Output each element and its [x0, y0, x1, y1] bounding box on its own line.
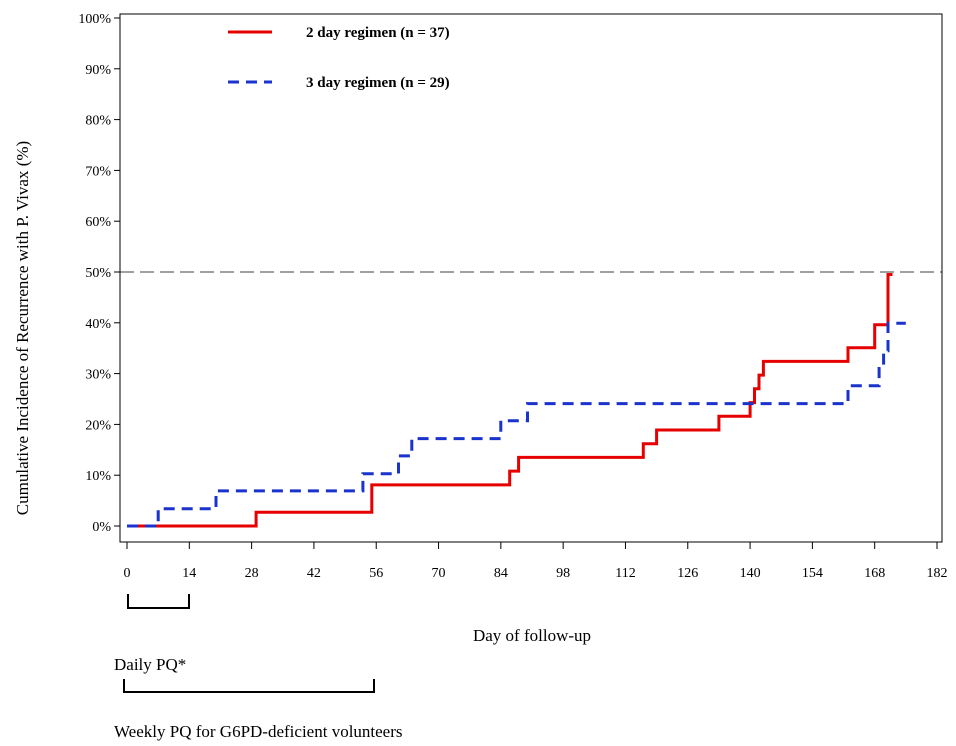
legend-label-3-day: 3 day regimen (n = 29) [306, 75, 450, 91]
y-tick-label: 40% [85, 317, 111, 332]
x-tick-label: 126 [677, 566, 698, 581]
x-tick-label: 168 [864, 566, 885, 581]
x-tick-label: 112 [615, 566, 635, 581]
x-tick-label: 70 [432, 566, 446, 581]
y-tick-label: 30% [85, 368, 111, 383]
daily-pq-label: Daily PQ* [114, 655, 186, 674]
y-tick-label: 10% [85, 469, 111, 484]
y-tick-label: 0% [92, 520, 111, 535]
plot-frame [119, 13, 943, 543]
weekly-pq-bracket [123, 679, 375, 693]
y-tick-label: 100% [78, 12, 111, 27]
x-tick-label: 98 [556, 566, 570, 581]
y-axis-title: Cumulative Incidence of Recurrence with … [13, 141, 32, 515]
x-tick-label: 28 [245, 566, 259, 581]
y-tick-label: 80% [85, 114, 111, 129]
x-tick-label: 140 [740, 566, 761, 581]
series-line-2-day [127, 273, 893, 528]
x-tick-label: 42 [307, 566, 321, 581]
series-line-3-day [127, 321, 906, 528]
daily-pq-bracket-line [127, 594, 190, 609]
y-tick-label: 70% [85, 164, 111, 179]
legend: 2 day regimen (n = 37) 3 day regimen (n … [228, 25, 450, 91]
x-tick-label: 14 [182, 566, 196, 581]
y-tick-label: 60% [85, 215, 111, 230]
x-tick-label: 84 [494, 566, 508, 581]
y-tick-label: 50% [85, 266, 111, 281]
y-tick-label: 90% [85, 63, 111, 78]
x-axis-title: Day of follow-up [473, 626, 591, 645]
daily-pq-bracket [127, 594, 190, 609]
x-tick-label: 154 [802, 566, 823, 581]
x-tick-label: 182 [927, 566, 948, 581]
x-tick-label: 56 [369, 566, 383, 581]
x-tick-label: 0 [124, 566, 131, 581]
legend-label-2-day: 2 day regimen (n = 37) [306, 25, 450, 41]
weekly-pq-bracket-line [123, 679, 375, 693]
y-tick-label: 20% [85, 418, 111, 433]
weekly-pq-label: Weekly PQ for G6PD-deficient volunteers [114, 722, 403, 741]
